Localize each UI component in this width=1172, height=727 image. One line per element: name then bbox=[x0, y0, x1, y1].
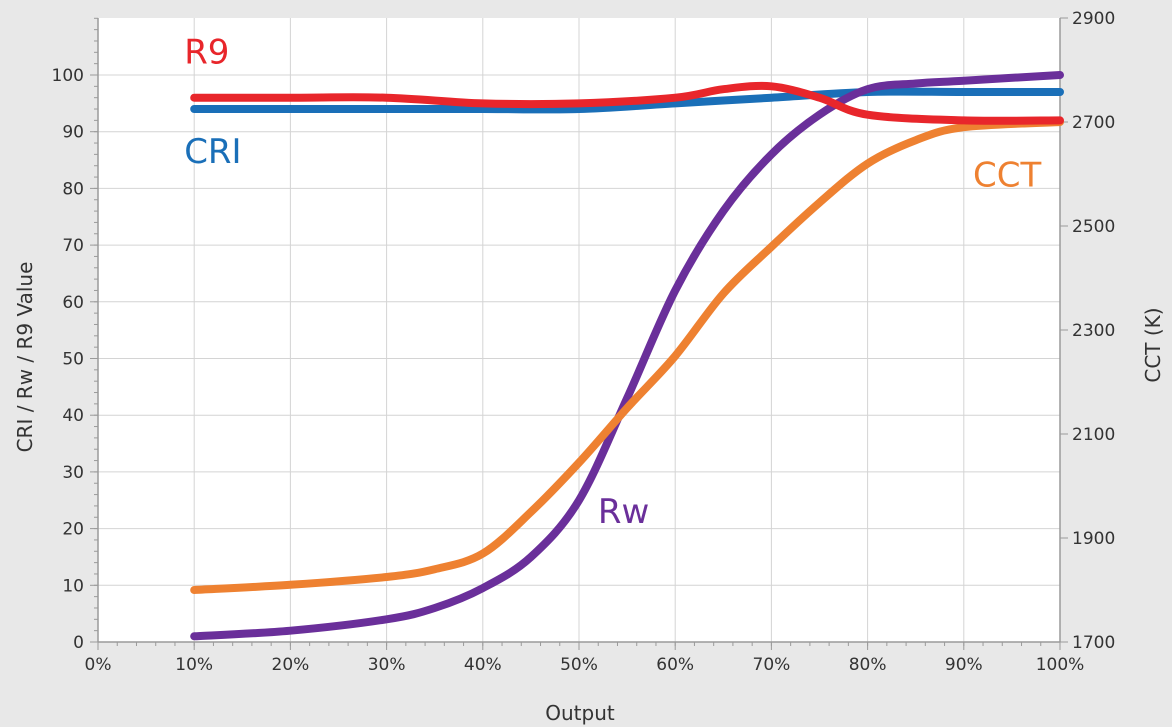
x-tick-label: 0% bbox=[85, 655, 112, 675]
series-label-cri: CRI bbox=[184, 132, 241, 172]
y-tick-label: 10 bbox=[62, 576, 84, 596]
y2-axis-ticks: 1700 1900 2100 2300 2500 2700 2900 bbox=[1060, 9, 1115, 653]
series-line-cct bbox=[190, 118, 1064, 594]
y2-tick-label: 2700 bbox=[1072, 113, 1115, 133]
y2-axis-title: CCT (K) bbox=[1141, 307, 1165, 382]
x-tick-label: 80% bbox=[849, 655, 887, 675]
y-tick-label: 70 bbox=[62, 236, 84, 256]
y-tick-label: 90 bbox=[62, 123, 84, 143]
y2-tick-label: 1900 bbox=[1072, 529, 1115, 549]
y2-tick-label: 1700 bbox=[1072, 633, 1115, 653]
y-axis-ticks: 0 10 20 30 40 50 60 70 80 90 100 bbox=[52, 66, 98, 653]
y-tick-label: 0 bbox=[73, 633, 84, 653]
y-tick-label: 100 bbox=[52, 66, 84, 86]
x-tick-label: 70% bbox=[753, 655, 791, 675]
x-tick-label: 100% bbox=[1036, 655, 1085, 675]
series-label-r9: R9 bbox=[184, 33, 229, 73]
x-tick-label: 90% bbox=[945, 655, 983, 675]
series-lines bbox=[190, 71, 1064, 641]
y-axis-title: CRI / Rw / R9 Value bbox=[13, 262, 37, 453]
y2-tick-label: 2500 bbox=[1072, 217, 1115, 237]
x-tick-label: 60% bbox=[656, 655, 694, 675]
x-tick-label: 50% bbox=[560, 655, 598, 675]
y-tick-label: 80 bbox=[62, 179, 84, 199]
y-tick-label: 40 bbox=[62, 406, 84, 426]
x-tick-label: 40% bbox=[464, 655, 502, 675]
x-tick-label: 10% bbox=[175, 655, 213, 675]
y-tick-label: 60 bbox=[62, 293, 84, 313]
x-tick-label: 20% bbox=[272, 655, 310, 675]
series-line-r9 bbox=[190, 81, 1064, 125]
y2-tick-label: 2300 bbox=[1072, 321, 1115, 341]
series-line-rw bbox=[190, 71, 1064, 641]
y-tick-label: 50 bbox=[62, 350, 84, 370]
x-tick-label: 30% bbox=[368, 655, 406, 675]
x-axis-title: Output bbox=[545, 701, 615, 725]
y-tick-label: 20 bbox=[62, 520, 84, 540]
y2-tick-label: 2900 bbox=[1072, 9, 1115, 29]
series-label-cct: CCT bbox=[973, 156, 1041, 196]
series-line-cri bbox=[190, 87, 1064, 114]
x-axis-ticks: 0% 10% 20% 30% 40% 50% 60% 70% 80% 90% 100% bbox=[85, 642, 1085, 675]
series-label-rw: Rw bbox=[598, 492, 649, 532]
series-labels: R9 CRI Rw CCT bbox=[184, 33, 1041, 532]
y-tick-label: 30 bbox=[62, 463, 84, 483]
y2-tick-label: 2100 bbox=[1072, 425, 1115, 445]
